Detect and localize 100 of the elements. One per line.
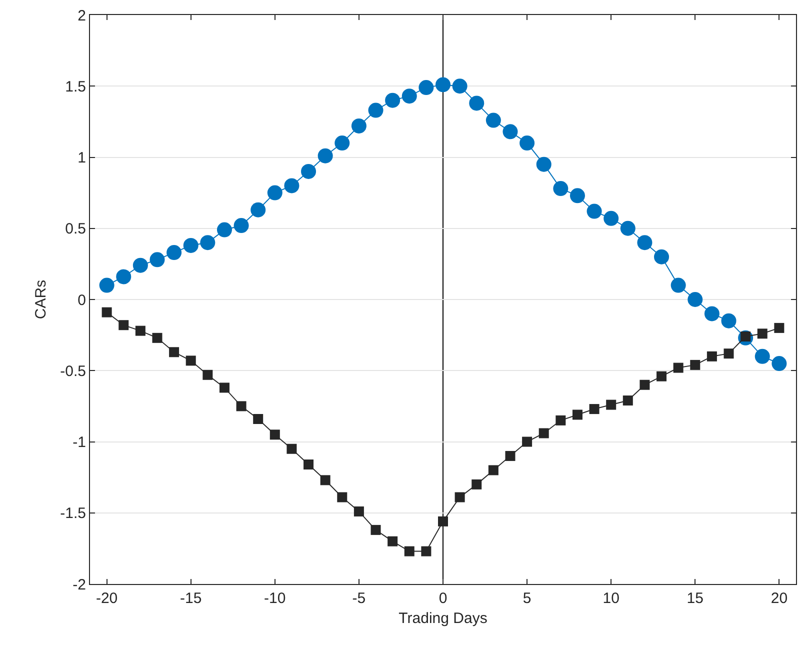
point bbox=[301, 164, 316, 179]
point bbox=[688, 292, 703, 307]
point bbox=[706, 351, 717, 362]
point bbox=[452, 78, 468, 94]
point bbox=[385, 92, 400, 108]
point bbox=[637, 235, 652, 250]
point bbox=[757, 328, 768, 339]
x-tick-label: -15 bbox=[180, 590, 202, 607]
y-axis-title: CARs bbox=[32, 280, 50, 320]
point bbox=[236, 401, 246, 412]
point bbox=[402, 88, 417, 104]
point bbox=[572, 410, 582, 420]
point bbox=[132, 258, 148, 273]
point bbox=[216, 222, 232, 238]
point bbox=[150, 252, 165, 268]
x-axis-title: Trading Days bbox=[398, 610, 488, 627]
point bbox=[286, 444, 297, 454]
point bbox=[469, 96, 484, 111]
x-tick-label: 0 bbox=[438, 590, 448, 607]
y-tick-label: 0 bbox=[78, 292, 86, 309]
point bbox=[270, 430, 280, 440]
x-tick-label: -20 bbox=[96, 590, 118, 607]
point bbox=[690, 360, 700, 370]
point bbox=[318, 148, 333, 164]
point bbox=[454, 492, 465, 502]
point bbox=[536, 156, 552, 172]
point bbox=[267, 185, 282, 200]
x-tick-label: -5 bbox=[352, 590, 366, 607]
point bbox=[670, 278, 686, 293]
point bbox=[656, 371, 667, 382]
x-tick-label: 20 bbox=[770, 590, 788, 607]
point bbox=[388, 536, 398, 546]
point bbox=[604, 210, 619, 226]
point bbox=[334, 136, 350, 151]
point bbox=[202, 370, 213, 380]
point bbox=[522, 436, 532, 447]
point bbox=[589, 404, 600, 414]
point bbox=[135, 326, 146, 336]
y-tick-label: -1.5 bbox=[60, 505, 86, 522]
point bbox=[502, 124, 518, 140]
x-tick-label: -10 bbox=[264, 590, 286, 607]
point bbox=[99, 278, 114, 293]
point bbox=[320, 475, 330, 486]
point bbox=[538, 428, 549, 438]
y-tick-label: 1.5 bbox=[65, 78, 86, 96]
point bbox=[505, 450, 516, 461]
x-tick-label: 15 bbox=[686, 590, 704, 607]
point bbox=[418, 80, 434, 96]
point bbox=[673, 362, 684, 373]
point bbox=[250, 202, 266, 218]
point bbox=[520, 136, 535, 151]
point bbox=[436, 77, 450, 92]
point bbox=[620, 220, 636, 236]
y-tick-label: 0.5 bbox=[65, 220, 86, 238]
point bbox=[754, 348, 770, 364]
point bbox=[556, 415, 566, 426]
y-tick-label: -2 bbox=[72, 576, 86, 594]
point bbox=[438, 516, 448, 526]
point bbox=[200, 235, 216, 250]
point bbox=[102, 307, 112, 318]
point bbox=[404, 546, 414, 556]
point bbox=[772, 356, 787, 372]
point bbox=[704, 306, 720, 322]
point bbox=[570, 188, 585, 204]
x-tick-label: 5 bbox=[522, 590, 532, 607]
point bbox=[586, 204, 602, 219]
point bbox=[488, 465, 498, 476]
y-tick-label: -1 bbox=[72, 434, 86, 451]
point bbox=[724, 348, 734, 359]
point bbox=[640, 380, 650, 390]
point bbox=[183, 238, 198, 253]
point bbox=[370, 524, 381, 535]
point bbox=[169, 347, 180, 358]
point bbox=[351, 118, 366, 134]
point bbox=[116, 269, 132, 284]
x-tick-label: 10 bbox=[602, 590, 620, 607]
point bbox=[219, 382, 230, 393]
point bbox=[486, 112, 501, 128]
point bbox=[606, 400, 616, 410]
y-tick-label: 2 bbox=[78, 7, 86, 24]
point bbox=[234, 218, 249, 234]
point bbox=[118, 320, 129, 330]
point bbox=[284, 178, 300, 194]
point bbox=[421, 546, 432, 556]
point bbox=[654, 249, 670, 264]
y-tick-label: -0.5 bbox=[60, 362, 86, 380]
point bbox=[721, 313, 736, 328]
point bbox=[253, 414, 264, 424]
point bbox=[354, 506, 364, 516]
point bbox=[186, 356, 196, 366]
point bbox=[152, 332, 162, 343]
point bbox=[553, 181, 568, 196]
point bbox=[166, 245, 182, 260]
point bbox=[622, 396, 633, 406]
point bbox=[472, 479, 482, 490]
point bbox=[337, 492, 348, 502]
point bbox=[368, 102, 384, 118]
point bbox=[774, 322, 784, 333]
point bbox=[304, 460, 314, 470]
y-tick-label: 1 bbox=[78, 150, 86, 166]
